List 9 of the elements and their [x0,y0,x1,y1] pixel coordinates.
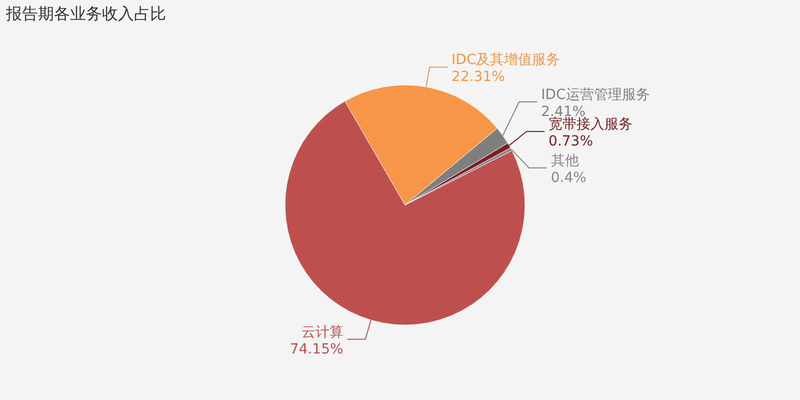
slice-label: IDC运营管理服务 [541,86,650,103]
slice-label: 云计算 [301,324,344,340]
data-label: 0.73% [548,134,594,150]
data-label: 74.15% [290,341,344,358]
data-label: 22.31% [452,69,505,86]
slice-label: IDC及其增值服务 [452,52,560,68]
data-label: 0.4% [550,170,587,186]
slice-label: 其他 [550,152,579,169]
text: 报告期各业务收入占比 [6,4,166,25]
